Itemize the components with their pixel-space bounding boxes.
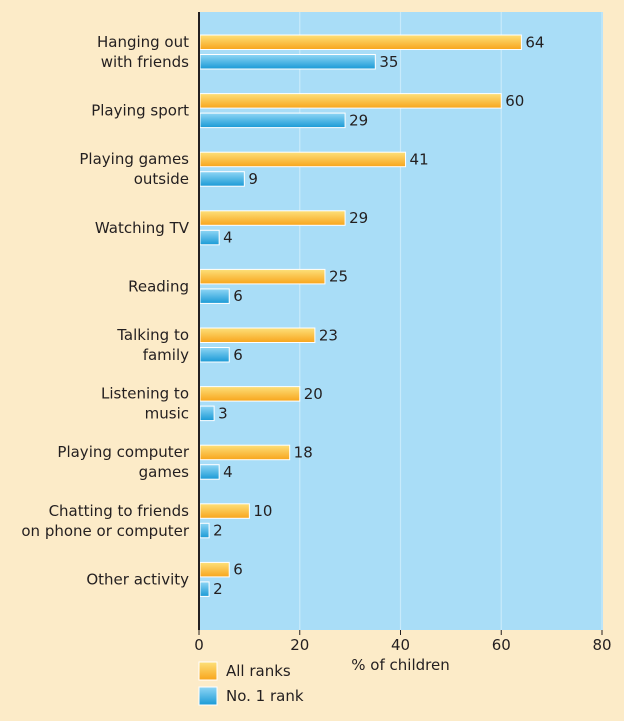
bar-no1-rank [199, 347, 230, 363]
x-tick-label: 40 [391, 636, 410, 654]
x-tick-label: 20 [290, 636, 309, 654]
bar-all-ranks [199, 386, 301, 402]
data-label: 18 [294, 443, 313, 461]
bar-all-ranks [199, 327, 316, 343]
category-label: Playing games outside [79, 150, 189, 188]
data-label: 35 [379, 53, 398, 71]
bar-all-ranks [199, 34, 522, 50]
bar-no1-rank [199, 464, 220, 480]
bar-no1-rank [199, 522, 210, 539]
category-label-line: Other activity [86, 570, 189, 588]
data-label: 29 [349, 209, 368, 227]
category-label-line: Listening to [101, 385, 189, 403]
data-label: 4 [223, 463, 233, 481]
category-label-line: Talking to [116, 326, 189, 344]
data-label: 25 [329, 268, 348, 286]
bar-all-ranks [199, 503, 250, 519]
category-label-line: Hanging out [97, 33, 189, 51]
category-label-line: Watching TV [95, 219, 190, 237]
category-label-line: Playing computer [57, 443, 189, 461]
bar-no1-rank [199, 229, 220, 246]
data-label: 6 [233, 346, 243, 364]
data-label: 10 [253, 502, 272, 520]
legend-swatch-no1-rank [198, 686, 218, 706]
bar-no1-rank [199, 405, 215, 422]
category-label: Reading [128, 277, 189, 295]
x-tick-label: 80 [592, 636, 611, 654]
category-label: Chatting to friends on phone or computer [21, 502, 189, 540]
data-label: 3 [218, 404, 228, 422]
bar-all-ranks [199, 93, 502, 109]
x-axis-title: % of children [351, 656, 449, 674]
data-label: 60 [505, 92, 524, 110]
category-labels: Hanging out with friends Playing sport Play… [21, 33, 189, 588]
bar-no1-rank [199, 171, 245, 187]
bar-all-ranks [199, 268, 326, 285]
bar-no1-rank [199, 581, 210, 597]
category-label-line: with friends [101, 53, 189, 71]
data-label: 23 [319, 326, 338, 344]
legend: All ranks No. 1 rank [198, 661, 304, 706]
category-label-line: outside [134, 170, 189, 188]
data-label: 2 [213, 522, 223, 540]
category-label-line: Playing sport [91, 102, 189, 120]
category-label: Other activity [86, 570, 189, 588]
bar-no1-rank [199, 54, 376, 70]
legend-swatch-all-ranks [198, 661, 218, 681]
category-label-line: music [145, 405, 189, 423]
data-label: 29 [349, 111, 368, 129]
category-label: Listening to music [101, 385, 189, 423]
category-label: Hanging out with friends [97, 33, 189, 71]
category-label: Talking to family [116, 326, 189, 364]
data-label: 64 [525, 33, 544, 51]
category-label: Watching TV [95, 219, 190, 237]
data-label: 4 [223, 229, 233, 247]
bar-all-ranks [199, 444, 291, 461]
legend-label: No. 1 rank [226, 687, 304, 705]
data-label: 2 [213, 580, 223, 598]
data-label: 6 [233, 287, 243, 305]
bar-all-ranks [199, 561, 230, 578]
category-label-line: family [143, 346, 189, 364]
bar-all-ranks [199, 151, 407, 168]
data-label: 9 [248, 170, 258, 188]
x-axis-ticks: 0 20 40 60 80 [194, 630, 612, 654]
legend-label: All ranks [226, 662, 291, 680]
category-label-line: Chatting to friends [49, 502, 190, 520]
data-label: 6 [233, 561, 243, 579]
bar-no1-rank [199, 112, 346, 129]
category-label-line: games [139, 463, 190, 481]
bar-all-ranks [199, 210, 346, 226]
x-tick-label: 0 [194, 636, 204, 654]
category-label: Playing computer games [57, 443, 189, 481]
category-label-line: on phone or computer [21, 522, 189, 540]
category-label-line: Playing games [79, 150, 189, 168]
data-label: 41 [410, 150, 429, 168]
bar-no1-rank [199, 288, 230, 304]
category-label: Playing sport [91, 102, 189, 120]
data-label: 20 [304, 385, 323, 403]
category-label-line: Reading [128, 277, 189, 295]
x-tick-label: 60 [492, 636, 511, 654]
